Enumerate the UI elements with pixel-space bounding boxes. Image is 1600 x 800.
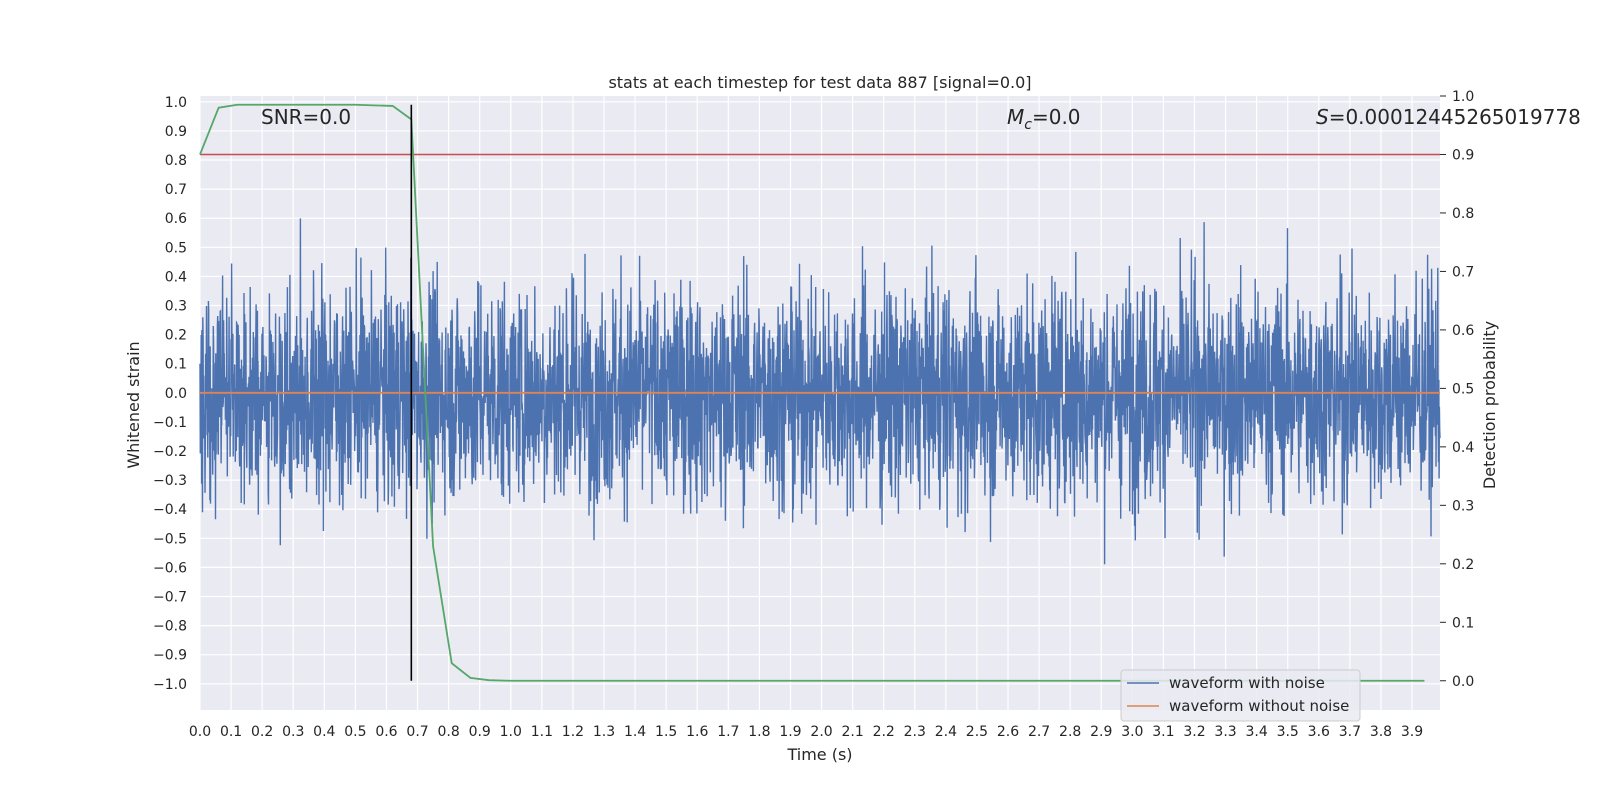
x-tick-label: 2.4 <box>935 724 957 740</box>
y-tick-label: 0.1 <box>165 357 187 373</box>
y-tick-label: −0.8 <box>153 619 187 635</box>
line-series-group <box>199 103 1440 682</box>
x-tick-label: 1.8 <box>748 724 770 740</box>
y-tick-label: −0.3 <box>153 473 187 489</box>
y-tick-label: −0.9 <box>153 648 187 664</box>
x-tick-label: 1.7 <box>717 724 739 740</box>
x-tick-label: 1.9 <box>779 724 801 740</box>
y-tick-label: −0.6 <box>153 560 187 576</box>
x-tick-label: 0.0 <box>189 724 211 740</box>
y-tick-label: 0.7 <box>165 182 187 198</box>
legend-label-clean: waveform without noise <box>1169 697 1349 715</box>
y-tick-label: −1.0 <box>153 677 187 693</box>
x-tick-label: 2.0 <box>810 724 832 740</box>
x-tick-label: 3.3 <box>1214 724 1236 740</box>
x-tick-label: 0.8 <box>437 724 459 740</box>
x-tick-label: 2.2 <box>873 724 895 740</box>
y2-tick-label: 0.9 <box>1452 147 1474 163</box>
x-tick-label: 1.6 <box>686 724 708 740</box>
x-tick-label: 1.1 <box>531 724 553 740</box>
y2-axis-ticks: 1.0 0.9 0.8 0.7 0.6 0.5 0.4 0.3 0.2 0.1 0.0 <box>1440 89 1474 690</box>
y-tick-label: −0.5 <box>153 531 187 547</box>
legend-label-noise: waveform with noise <box>1169 674 1325 692</box>
legend-box <box>1120 669 1361 722</box>
x-tick-label: 2.9 <box>1090 724 1112 740</box>
x-tick-label: 2.8 <box>1059 724 1081 740</box>
x-tick-label: 2.7 <box>1028 724 1050 740</box>
x-tick-label: 2.3 <box>904 724 926 740</box>
y-tick-label: 0.3 <box>165 299 187 315</box>
mc-subscript: c <box>1024 117 1032 133</box>
x-tick-label: 3.8 <box>1370 724 1392 740</box>
y-tick-label: −0.1 <box>153 415 187 431</box>
x-tick-label: 0.6 <box>375 724 397 740</box>
y-axis-label: Whitened strain <box>124 341 143 468</box>
y2-tick-label: 0.3 <box>1452 498 1474 514</box>
x-tick-label: 0.3 <box>282 724 304 740</box>
y-tick-label: 0.6 <box>165 211 187 227</box>
x-tick-label: 2.1 <box>841 724 863 740</box>
y2-tick-label: 1.0 <box>1452 89 1474 105</box>
y2-tick-label: 0.2 <box>1452 557 1474 573</box>
x-tick-label: 3.5 <box>1277 724 1299 740</box>
chirp-mass-annotation: Mc=0.0 <box>1007 105 1081 133</box>
y-tick-label: 0.5 <box>165 240 187 256</box>
x-axis-label: Time (s) <box>786 745 852 764</box>
y2-tick-label: 0.7 <box>1452 264 1474 280</box>
y-tick-label: 1.0 <box>165 95 187 111</box>
y2-tick-label: 0.8 <box>1452 206 1474 222</box>
x-tick-label: 3.4 <box>1246 724 1268 740</box>
x-tick-label: 2.5 <box>966 724 988 740</box>
y-tick-label: 0.8 <box>165 153 187 169</box>
x-tick-label: 3.7 <box>1339 724 1361 740</box>
x-tick-label: 3.1 <box>1152 724 1174 740</box>
x-tick-label: 2.6 <box>997 724 1019 740</box>
y-axis-ticks: 1.0 0.9 0.8 0.7 0.6 0.5 0.4 0.3 0.2 0.1 0.0 −0.1 −0.… <box>153 95 187 693</box>
x-tick-label: 1.4 <box>624 724 646 740</box>
y2-axis-label: Detection probability <box>1480 321 1499 489</box>
y-tick-label: 0.4 <box>165 269 187 285</box>
noise-waveform-path <box>199 218 1441 565</box>
x-tick-label: 3.6 <box>1308 724 1330 740</box>
legend: waveform with noise waveform without noi… <box>1120 669 1361 722</box>
x-tick-label: 1.5 <box>655 724 677 740</box>
x-tick-label: 0.4 <box>313 724 335 740</box>
x-tick-label: 1.0 <box>500 724 522 740</box>
y-tick-label: −0.4 <box>153 502 187 518</box>
y-tick-label: 0.9 <box>165 124 187 140</box>
y-tick-label: 0.0 <box>165 386 187 402</box>
mc-value: =0.0 <box>1032 105 1081 129</box>
x-tick-label: 3.2 <box>1183 724 1205 740</box>
y-tick-label: −0.7 <box>153 590 187 606</box>
x-tick-label: 0.7 <box>406 724 428 740</box>
x-tick-label: 1.3 <box>593 724 615 740</box>
chart-title: stats at each timestep for test data 887… <box>608 73 1031 92</box>
x-tick-label: 0.1 <box>220 724 242 740</box>
x-tick-label: 3.0 <box>1121 724 1143 740</box>
x-tick-label: 0.2 <box>251 724 273 740</box>
x-tick-label: 1.2 <box>562 724 584 740</box>
x-tick-label: 0.5 <box>344 724 366 740</box>
y2-tick-label: 0.5 <box>1452 381 1474 397</box>
y2-tick-label: 0.1 <box>1452 615 1474 631</box>
x-tick-label: 3.9 <box>1401 724 1423 740</box>
x-tick-label: 0.9 <box>469 724 491 740</box>
series-waveform-with-noise <box>199 218 1441 565</box>
y2-tick-label: 0.6 <box>1452 323 1474 339</box>
snr-annotation: SNR=0.0 <box>261 105 351 129</box>
y-tick-label: 0.2 <box>165 328 187 344</box>
mc-symbol: M <box>1007 105 1024 129</box>
y-tick-label: −0.2 <box>153 444 187 460</box>
y2-tick-label: 0.0 <box>1452 674 1474 690</box>
x-axis-ticks: 0.0 0.1 0.2 0.3 0.4 0.5 0.6 0.7 0.8 0.9 1.0 1.1 1.2 1… <box>189 724 1423 740</box>
y2-tick-label: 0.4 <box>1452 440 1474 456</box>
